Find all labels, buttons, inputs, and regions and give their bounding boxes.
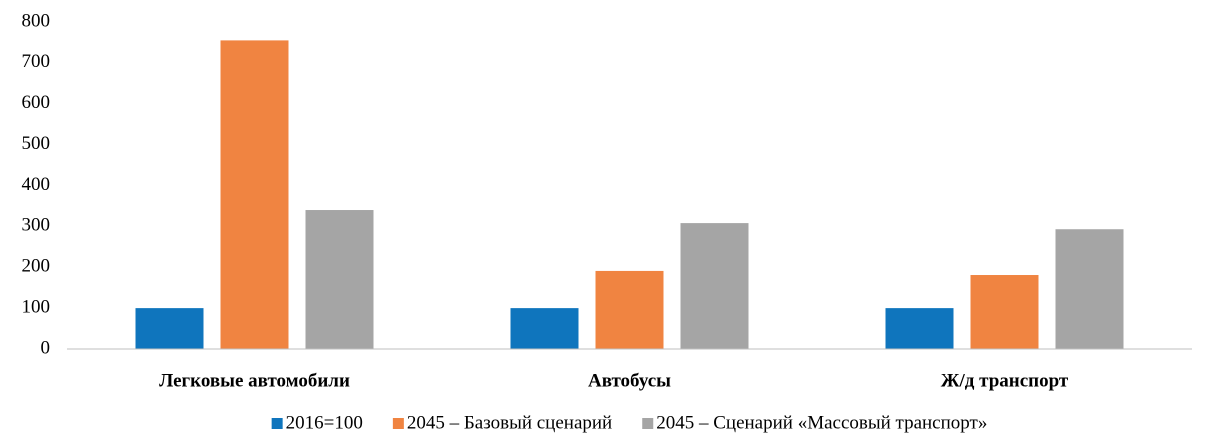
bar bbox=[135, 308, 204, 349]
bar bbox=[680, 223, 749, 349]
bar bbox=[595, 270, 664, 349]
x-tick-label: Легковые автомобили bbox=[159, 370, 350, 391]
x-tick-label: Ж/д транспорт bbox=[941, 370, 1069, 391]
y-tick-label: 100 bbox=[22, 296, 51, 317]
x-tick-label: Автобусы bbox=[588, 370, 671, 391]
legend-swatch bbox=[271, 418, 283, 429]
legend-label: 2045 – Сценарий «Массовый транспорт» bbox=[656, 412, 987, 433]
legend-label: 2045 – Базовый сценарий bbox=[407, 412, 612, 433]
legend-label: 2016=100 bbox=[286, 412, 363, 433]
bar bbox=[1055, 229, 1124, 349]
y-tick-label: 500 bbox=[22, 133, 51, 154]
bar bbox=[305, 210, 374, 349]
y-tick-label: 600 bbox=[22, 92, 51, 113]
y-tick-label: 400 bbox=[22, 174, 51, 195]
bar bbox=[510, 308, 579, 349]
y-tick-label: 700 bbox=[22, 51, 51, 72]
bar bbox=[970, 275, 1039, 349]
y-tick-label: 800 bbox=[22, 10, 51, 31]
y-tick-label: 200 bbox=[22, 256, 51, 277]
legend-swatch bbox=[642, 418, 654, 429]
bar bbox=[885, 308, 954, 349]
legend-swatch bbox=[392, 418, 404, 429]
y-tick-label: 300 bbox=[22, 215, 51, 236]
y-tick-label: 0 bbox=[41, 337, 51, 358]
bar bbox=[220, 40, 289, 350]
